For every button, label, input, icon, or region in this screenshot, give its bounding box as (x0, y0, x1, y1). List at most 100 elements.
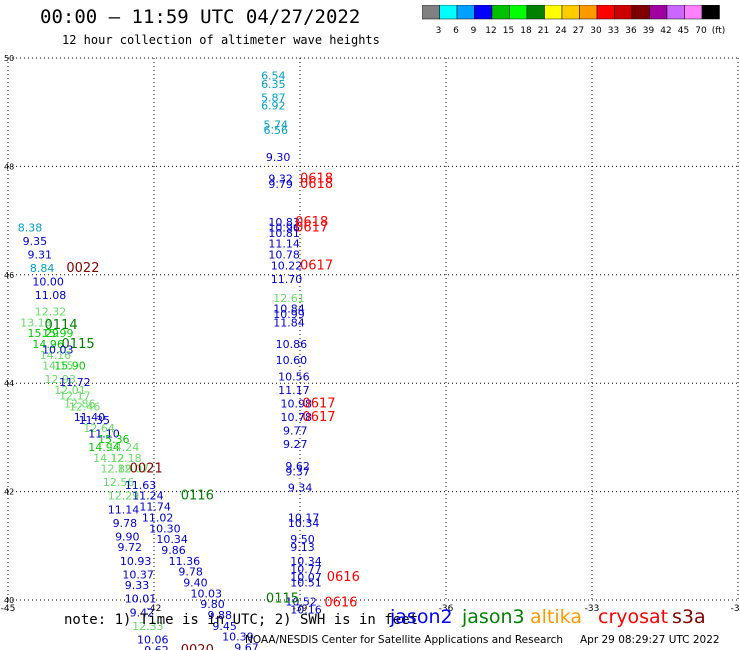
wave-height-label: 10.98 (281, 398, 313, 411)
legend-label: 39 (643, 26, 655, 36)
wave-height-label: 15.29 (27, 327, 59, 340)
legend-swatch (701, 5, 720, 20)
wave-height-label: 6.92 (261, 99, 286, 112)
wave-height-label: 10.17 (288, 511, 320, 524)
wave-height-label: 10.34 (288, 517, 320, 530)
satellite-jason2-label: jason2 (390, 606, 453, 628)
legend-label: (ft) (712, 26, 726, 36)
wave-height-label: 10.22 (271, 259, 303, 272)
legend-label: 12 (485, 26, 496, 36)
chart-subtitle: 12 hour collection of altimeter wave hei… (62, 33, 380, 47)
wave-height-label: 11.17 (278, 384, 310, 397)
wave-height-label: 10.51 (290, 576, 322, 589)
wave-height-label: 10.03 (191, 587, 223, 600)
x-tick-label: -30 (731, 604, 740, 614)
wave-height-label: 9.42 (130, 606, 155, 619)
wave-height-label: 12.89 (100, 463, 132, 476)
legend-label: 21 (538, 26, 549, 36)
wave-height-label: 9.33 (125, 579, 150, 592)
wave-height-label: 13.13 (20, 316, 51, 329)
wave-height-label: 12.29 (108, 490, 139, 503)
y-tick-label: 46 (4, 271, 14, 280)
wave-height-label: 8.84 (30, 262, 55, 275)
wave-height-label: 10.81 (268, 227, 300, 240)
wave-height-label: 10.99 (273, 308, 305, 321)
wave-height-label: 11.72 (59, 376, 91, 389)
wave-height-label: 10.01 (125, 593, 157, 606)
pass-label: 0020 (181, 643, 214, 650)
wave-height-label: 12.17 (59, 389, 91, 402)
pass-label: 0616 (324, 596, 357, 611)
legend-label: 30 (590, 26, 602, 36)
wave-height-label: 11.63 (125, 479, 157, 492)
pass-label: 0618 (300, 177, 333, 192)
wave-height-label: 10.00 (32, 276, 64, 289)
wave-height-label: 10.39 (222, 631, 254, 644)
pass-label: 0617 (302, 397, 335, 412)
wave-height-label: 9.62 (144, 644, 169, 650)
wave-height-label: 9.72 (118, 541, 143, 554)
wave-height-label: 9.79 (268, 178, 293, 191)
wave-height-label: 9.40 (183, 576, 208, 589)
wave-height-label: 9.62 (285, 460, 310, 473)
wave-height-label: 11.10 (88, 427, 120, 440)
wave-height-label: 14.16 (40, 349, 71, 362)
wave-height-label: 11.24 (132, 490, 164, 503)
wave-height-label: 10.93 (120, 555, 152, 568)
x-tick-label: -33 (585, 604, 600, 614)
wave-height-label: 9.78 (178, 566, 203, 579)
wave-height-label: 10.07 (290, 571, 322, 584)
wave-height-label: 12.93 (45, 373, 77, 386)
y-tick-label: 40 (4, 596, 14, 605)
footer-note: note: 1) Time is in UTC; 2) SWH is in fe… (64, 612, 419, 628)
wave-height-label: 10.86 (276, 338, 308, 351)
wave-height-label: 9.30 (266, 151, 291, 164)
wave-height-label: 11.70 (271, 273, 303, 286)
wave-height-label: 5.87 (261, 91, 286, 104)
pass-label: 0116 (181, 489, 214, 504)
y-tick-label: 50 (4, 54, 14, 63)
wave-height-label: 8.38 (18, 221, 43, 234)
pass-label: 0115 (62, 337, 95, 352)
wave-height-label: 10.03 (42, 343, 74, 356)
wave-height-label: 10.34 (290, 555, 322, 568)
wave-height-label: 14.15 (42, 360, 74, 373)
legend-label: 6 (453, 26, 459, 36)
wave-height-label: 12.18 (110, 452, 142, 465)
legend-label: 9 (471, 26, 477, 36)
legend-label: 36 (625, 26, 637, 36)
wave-height-label: 11.40 (74, 411, 106, 424)
wave-height-label: 6.54 (261, 70, 286, 83)
wave-height-label: 9.35 (23, 235, 47, 248)
pass-label: 0022 (66, 261, 99, 276)
pass-label: 0114 (45, 318, 78, 333)
legend-label: 3 (436, 26, 442, 36)
wave-height-label: 11.35 (79, 414, 111, 427)
pass-label: 0021 (130, 462, 163, 477)
footer-timestamp: Apr 29 08:29:27 UTC 2022 (580, 634, 720, 646)
wave-height-label: 9.45 (212, 620, 237, 633)
wave-height-label: 12.56 (103, 476, 134, 489)
chart-title: 00:00 – 11:59 UTC 04/27/2022 (40, 6, 361, 28)
wave-height-label: 12.01 (54, 384, 86, 397)
x-tick-label: -39 (293, 604, 308, 614)
wave-height-label: 9.90 (115, 530, 140, 543)
wave-height-label: 12.07 (118, 463, 150, 476)
wave-height-label: 11.84 (273, 316, 305, 329)
pass-label: 0617 (300, 258, 333, 273)
wave-height-label: 9.77 (283, 425, 308, 438)
pass-label: 0618 (300, 172, 333, 187)
wave-height-label: 9.34 (288, 482, 313, 495)
wave-height-label: 9.27 (283, 438, 308, 451)
legend-label: 45 (678, 26, 689, 36)
wave-height-label: 9.37 (285, 465, 310, 478)
y-tick-label: 42 (4, 488, 14, 497)
wave-height-label: 6.56 (264, 124, 289, 137)
wave-height-label: 10.37 (122, 568, 154, 581)
legend-label: 18 (520, 26, 532, 36)
wave-height-label: 9.88 (208, 609, 233, 622)
y-tick-label: 48 (4, 162, 14, 171)
legend-label: 33 (608, 26, 619, 36)
wave-height-label: 9.80 (200, 598, 225, 611)
wave-height-label: 10.30 (149, 522, 181, 535)
